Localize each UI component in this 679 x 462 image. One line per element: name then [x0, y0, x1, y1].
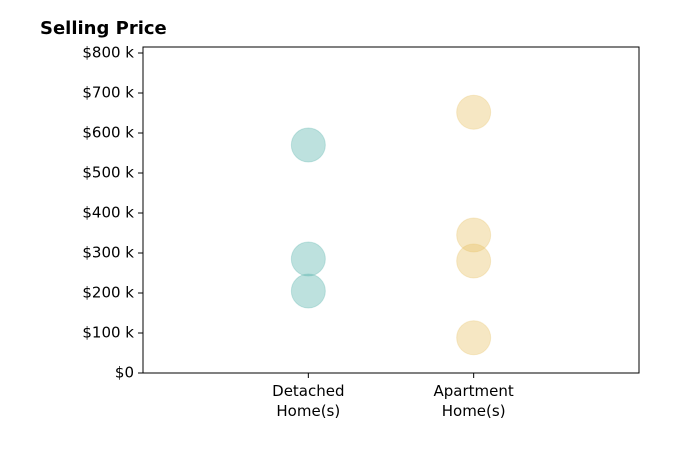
x-tick-label: Apartment Home(s) — [433, 382, 514, 420]
x-tick-label: Detached Home(s) — [272, 382, 345, 420]
point — [456, 320, 492, 356]
point — [290, 127, 326, 163]
chart-title: Selling Price — [40, 18, 167, 39]
y-tick-label: $800 k — [82, 44, 134, 62]
y-tick-label: $100 k — [82, 324, 134, 342]
y-tick-label: $500 k — [82, 164, 134, 182]
y-tick-label: $0 — [115, 364, 134, 382]
point — [290, 241, 326, 277]
y-tick-label: $600 k — [82, 124, 134, 142]
plot-frame — [142, 46, 640, 374]
point — [290, 273, 326, 309]
point — [456, 94, 492, 130]
y-tick-label: $400 k — [82, 204, 134, 222]
point — [456, 243, 492, 279]
y-tick-label: $700 k — [82, 84, 134, 102]
y-tick-label: $200 k — [82, 284, 134, 302]
y-tick-label: $300 k — [82, 244, 134, 262]
point — [456, 217, 492, 253]
